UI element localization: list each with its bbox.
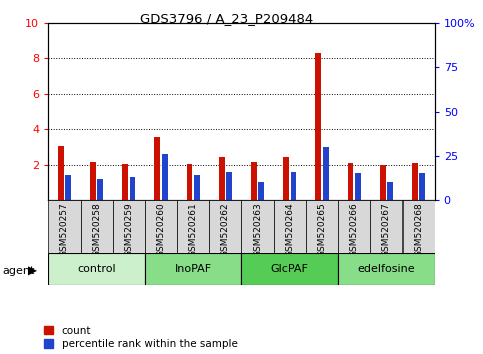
Text: GSM520259: GSM520259 bbox=[124, 202, 133, 257]
Bar bbox=[81, 200, 113, 253]
Text: GSM520265: GSM520265 bbox=[317, 202, 327, 257]
Legend: count, percentile rank within the sample: count, percentile rank within the sample bbox=[44, 326, 238, 349]
Bar bbox=[226, 172, 232, 200]
Bar bbox=[98, 179, 103, 200]
Text: GSM520266: GSM520266 bbox=[350, 202, 359, 257]
Bar bbox=[186, 164, 192, 200]
Bar bbox=[419, 173, 425, 200]
Bar bbox=[387, 182, 393, 200]
Text: GDS3796 / A_23_P209484: GDS3796 / A_23_P209484 bbox=[141, 12, 313, 25]
Bar bbox=[315, 53, 321, 200]
Bar bbox=[348, 163, 354, 200]
Bar bbox=[323, 147, 328, 200]
Bar bbox=[58, 146, 64, 200]
Bar bbox=[129, 177, 135, 200]
Bar bbox=[155, 137, 160, 200]
Bar bbox=[145, 200, 177, 253]
Text: GSM520268: GSM520268 bbox=[414, 202, 423, 257]
Bar bbox=[48, 253, 145, 285]
Bar bbox=[162, 154, 168, 200]
Text: control: control bbox=[77, 264, 116, 274]
Bar bbox=[402, 200, 435, 253]
Bar bbox=[65, 175, 71, 200]
Bar bbox=[90, 162, 96, 200]
Bar bbox=[283, 156, 289, 200]
Bar bbox=[242, 253, 338, 285]
Text: InoPAF: InoPAF bbox=[175, 264, 212, 274]
Bar bbox=[412, 163, 418, 200]
Bar bbox=[338, 200, 370, 253]
Bar bbox=[274, 200, 306, 253]
Text: ▶: ▶ bbox=[28, 264, 37, 277]
Bar bbox=[219, 156, 225, 200]
Bar bbox=[306, 200, 338, 253]
Text: GSM520267: GSM520267 bbox=[382, 202, 391, 257]
Text: GSM520257: GSM520257 bbox=[60, 202, 69, 257]
Bar bbox=[370, 200, 402, 253]
Bar bbox=[113, 200, 145, 253]
Bar bbox=[291, 172, 297, 200]
Bar bbox=[242, 200, 274, 253]
Bar bbox=[122, 164, 128, 200]
Bar bbox=[355, 173, 361, 200]
Bar bbox=[258, 182, 264, 200]
Bar bbox=[380, 165, 385, 200]
Text: GlcPAF: GlcPAF bbox=[271, 264, 309, 274]
Text: GSM520258: GSM520258 bbox=[92, 202, 101, 257]
Text: GSM520260: GSM520260 bbox=[156, 202, 166, 257]
Bar bbox=[145, 253, 242, 285]
Text: GSM520261: GSM520261 bbox=[189, 202, 198, 257]
Text: agent: agent bbox=[2, 266, 35, 276]
Text: GSM520264: GSM520264 bbox=[285, 202, 294, 257]
Text: GSM520262: GSM520262 bbox=[221, 202, 230, 257]
Bar bbox=[209, 200, 242, 253]
Bar bbox=[194, 175, 200, 200]
Text: GSM520263: GSM520263 bbox=[253, 202, 262, 257]
Bar bbox=[251, 162, 257, 200]
Bar bbox=[48, 200, 81, 253]
Text: edelfosine: edelfosine bbox=[357, 264, 415, 274]
Bar bbox=[177, 200, 209, 253]
Bar bbox=[338, 253, 435, 285]
